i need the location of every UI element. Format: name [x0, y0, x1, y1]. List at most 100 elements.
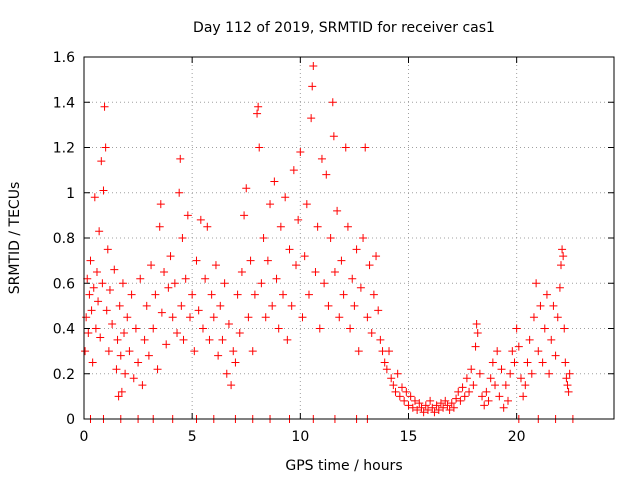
data-point	[211, 261, 220, 270]
data-point	[300, 252, 309, 261]
data-point	[144, 351, 153, 360]
data-point	[404, 401, 413, 410]
data-point	[456, 396, 465, 405]
data-point	[525, 335, 534, 344]
data-point	[82, 313, 91, 322]
data-point	[488, 358, 497, 367]
data-point	[188, 290, 197, 299]
data-point	[164, 283, 173, 292]
data-point	[175, 188, 184, 197]
data-point	[116, 351, 125, 360]
data-point	[254, 102, 263, 111]
data-point	[540, 324, 549, 333]
data-point	[129, 374, 138, 383]
data-point	[385, 347, 394, 356]
data-point	[149, 324, 158, 333]
data-point	[186, 313, 194, 322]
data-point	[562, 374, 571, 383]
data-point	[545, 369, 554, 378]
data-point	[261, 313, 270, 322]
data-point	[114, 392, 123, 401]
data-point	[296, 148, 305, 157]
data-point	[328, 98, 337, 107]
y-tick-label: 1.4	[53, 95, 75, 111]
data-point	[428, 403, 437, 412]
data-point	[387, 374, 396, 383]
data-point	[356, 283, 365, 292]
grid-layer	[84, 57, 614, 419]
data-point	[87, 306, 96, 315]
data-point	[233, 290, 242, 299]
data-point	[181, 274, 190, 283]
data-point	[104, 347, 113, 356]
data-point	[176, 154, 185, 163]
x-axis-label: GPS time / hours	[285, 458, 402, 474]
data-point	[339, 290, 348, 299]
data-point	[90, 193, 99, 202]
data-point	[374, 306, 383, 315]
data-point	[560, 324, 569, 333]
data-point	[235, 329, 244, 338]
data-point	[367, 329, 376, 338]
data-point	[192, 256, 201, 265]
data-point	[441, 396, 450, 405]
data-point	[313, 222, 322, 231]
data-point	[478, 392, 487, 401]
data-point	[121, 369, 130, 378]
data-point	[194, 306, 203, 315]
data-point	[430, 408, 439, 417]
data-point	[475, 369, 484, 378]
data-point	[250, 290, 259, 299]
data-point	[160, 267, 169, 276]
data-point	[272, 274, 281, 283]
data-point	[363, 313, 372, 322]
data-point	[465, 387, 474, 396]
data-point	[153, 365, 162, 374]
data-point	[423, 405, 432, 414]
data-point	[547, 335, 556, 344]
data-point	[168, 313, 177, 322]
data-point	[203, 222, 212, 231]
data-point	[495, 392, 504, 401]
data-point	[253, 109, 262, 118]
data-point	[259, 234, 268, 242]
data-point	[83, 274, 92, 283]
data-point	[491, 381, 500, 390]
data-point	[432, 401, 441, 410]
data-point	[98, 279, 107, 288]
data-point	[413, 405, 422, 414]
data-point	[134, 358, 143, 367]
y-tick-label: 1	[66, 186, 75, 202]
data-point	[343, 222, 352, 231]
data-point	[255, 143, 264, 152]
data-point	[100, 102, 109, 111]
data-point	[549, 301, 558, 310]
data-point	[391, 387, 400, 396]
data-point	[467, 365, 476, 374]
data-point	[118, 279, 127, 288]
data-point	[439, 403, 448, 412]
data-point	[480, 401, 489, 410]
data-point	[532, 279, 541, 288]
data-point	[285, 245, 294, 254]
data-point	[452, 394, 461, 403]
data-point	[443, 401, 452, 410]
y-tick-label: 0.8	[53, 231, 75, 247]
data-point	[274, 324, 283, 333]
data-point	[283, 335, 292, 344]
data-point	[177, 301, 186, 310]
data-point	[216, 301, 225, 310]
data-point	[112, 365, 121, 374]
data-point	[209, 313, 218, 322]
data-point	[190, 347, 199, 356]
data-point	[449, 403, 458, 412]
data-point	[110, 265, 119, 274]
data-point	[96, 333, 105, 342]
data-point	[320, 279, 329, 288]
chart-title: Day 112 of 2019, SRMTID for receiver cas…	[193, 20, 495, 36]
data-point	[201, 274, 210, 283]
data-point	[493, 347, 502, 356]
data-point	[155, 222, 164, 231]
data-point	[350, 301, 359, 310]
y-tick-label: 1.6	[53, 50, 75, 66]
